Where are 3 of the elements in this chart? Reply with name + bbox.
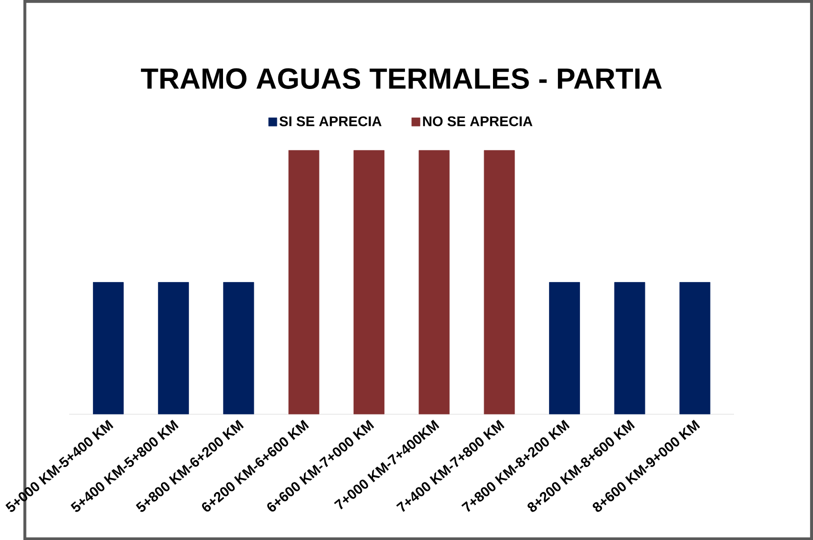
legend-label: SI SE APRECIA (279, 116, 382, 126)
legend-label: NO SE APRECIA (423, 116, 532, 126)
chart-title: TRAMO AGUAS TERMALES - PARTIA (140, 68, 662, 89)
